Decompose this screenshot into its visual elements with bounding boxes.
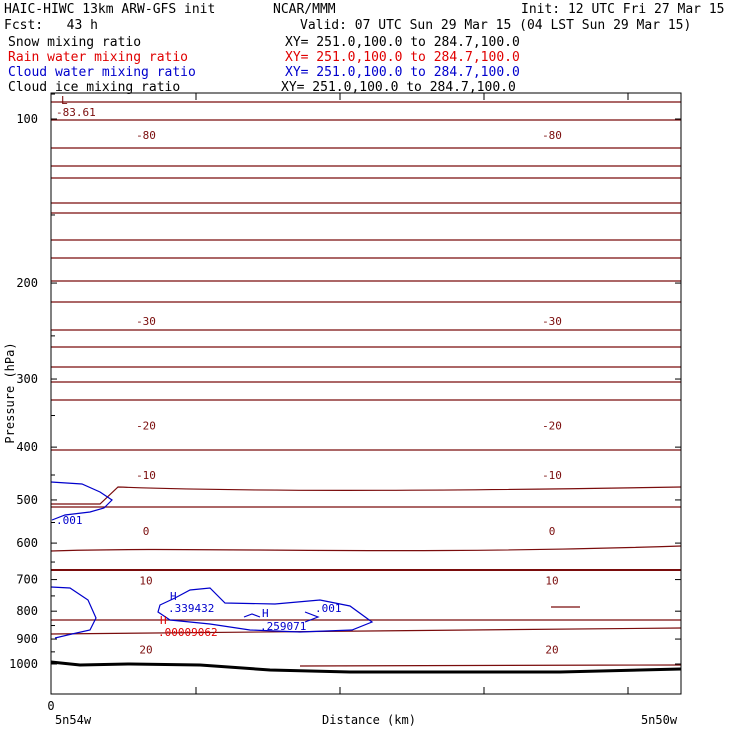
isotherm-label: 10 bbox=[545, 575, 558, 588]
rain-high-marker: H bbox=[160, 614, 167, 627]
isotherm-line bbox=[50, 449, 682, 451]
isotherm-line bbox=[50, 280, 682, 282]
init-time: Init: 12 UTC Fri 27 Mar 15 bbox=[521, 2, 725, 17]
isotherm-line bbox=[50, 177, 682, 179]
x-endpoint-label-left: 5n54w bbox=[55, 713, 92, 727]
isotherm-label: 10 bbox=[139, 575, 152, 588]
x-axis-label: Distance (km) bbox=[322, 713, 416, 727]
isotherm-line bbox=[51, 486, 682, 505]
isotherm-line bbox=[50, 506, 682, 508]
isotherm-label: -10 bbox=[136, 469, 156, 482]
isotherm-label: -20 bbox=[136, 419, 156, 432]
legend-cloud-water-name: Cloud water mixing ratio bbox=[8, 65, 196, 80]
isotherm-label: -80 bbox=[136, 129, 156, 142]
valid-time: Valid: 07 UTC Sun 29 Mar 15 (04 LST Sun … bbox=[300, 18, 692, 33]
isotherm-line bbox=[50, 257, 682, 259]
isotherm-line bbox=[50, 329, 682, 331]
isotherm-line bbox=[50, 239, 682, 241]
high-marker: H bbox=[262, 607, 269, 620]
isotherm-line bbox=[50, 366, 682, 368]
isotherm-label: 20 bbox=[139, 643, 152, 656]
cloud-water-contour-label: .001 bbox=[315, 602, 342, 615]
isotherm-label: -10 bbox=[542, 469, 562, 482]
cloud-water-contour bbox=[304, 611, 320, 623]
y-tick-label: 1000 bbox=[9, 657, 38, 671]
isotherm-line bbox=[299, 664, 682, 667]
y-axis-label: Pressure (hPa) bbox=[3, 342, 17, 443]
isotherm-label: -30 bbox=[136, 315, 156, 328]
y-tick-label: 700 bbox=[16, 573, 38, 587]
isotherm-line bbox=[50, 545, 682, 552]
isotherm-label: 0 bbox=[143, 525, 150, 538]
y-tick-label: 400 bbox=[16, 440, 38, 454]
high-marker: H bbox=[170, 590, 177, 603]
rain-high-value: .00009062 bbox=[158, 626, 218, 639]
y-tick-label: 200 bbox=[16, 276, 38, 290]
cloud-water-contour bbox=[243, 613, 261, 618]
isotherm-line bbox=[50, 101, 682, 103]
isotherm-line bbox=[50, 346, 682, 348]
isotherm-line bbox=[50, 399, 682, 401]
plot-source: NCAR/MMM bbox=[273, 2, 336, 17]
isotherm-label: 0 bbox=[549, 525, 556, 538]
x-endpoint-label-right: 5n50w bbox=[641, 713, 678, 727]
isotherm-label: 20 bbox=[545, 643, 558, 656]
legend-snow-name: Snow mixing ratio bbox=[8, 35, 142, 50]
y-tick-label: 600 bbox=[16, 536, 38, 550]
terrain-surface bbox=[50, 660, 682, 674]
legend-cloud-ice-name: Cloud ice mixing ratio bbox=[8, 80, 181, 95]
isotherm-line bbox=[50, 568, 682, 572]
y-tick-label: 800 bbox=[16, 604, 38, 618]
isotherm-line bbox=[50, 202, 682, 204]
isotherm-line bbox=[50, 301, 682, 303]
legend-snow-xy: XY= 251.0,100.0 to 284.7,100.0 bbox=[285, 35, 520, 50]
isotherm-label: -20 bbox=[542, 419, 562, 432]
isotherm-label: -30 bbox=[542, 315, 562, 328]
y-tick-label: 500 bbox=[16, 493, 38, 507]
isotherm-line bbox=[50, 165, 682, 167]
isotherm-line bbox=[50, 619, 682, 621]
cloud-water-contour bbox=[157, 587, 374, 633]
isotherm-line bbox=[50, 119, 682, 121]
legend-cloud-water-xy: XY= 251.0,100.0 to 284.7,100.0 bbox=[285, 65, 520, 80]
y-tick-label: 100 bbox=[16, 112, 38, 126]
isotherm-line bbox=[50, 627, 682, 635]
y-tick-label: 300 bbox=[16, 372, 38, 386]
low-value: -83.61 bbox=[56, 106, 96, 119]
high-value: .339432 bbox=[168, 602, 214, 615]
cloud-water-contour-label: .001 bbox=[56, 514, 83, 527]
low-marker: L bbox=[61, 94, 68, 107]
y-tick-label: 900 bbox=[16, 632, 38, 646]
legend-cloud-ice-xy: XY= 251.0,100.0 to 284.7,100.0 bbox=[281, 80, 516, 95]
plot-frame bbox=[50, 92, 682, 695]
isotherm-line bbox=[50, 381, 682, 383]
legend-rain-xy: XY= 251.0,100.0 to 284.7,100.0 bbox=[285, 50, 520, 65]
x-tick-label: 0 bbox=[47, 699, 54, 713]
isotherm-line bbox=[50, 147, 682, 149]
isotherm-line bbox=[50, 212, 682, 214]
legend-rain-name: Rain water mixing ratio bbox=[8, 50, 189, 65]
plot-title: HAIC-HIWC 13km ARW-GFS init bbox=[4, 2, 216, 17]
cloud-water-contour bbox=[50, 586, 97, 639]
isotherm-label: -80 bbox=[542, 129, 562, 142]
high-value: .259071 bbox=[260, 620, 306, 633]
forecast-hour: Fcst: 43 h bbox=[4, 18, 98, 33]
cloud-water-contour bbox=[50, 481, 113, 521]
